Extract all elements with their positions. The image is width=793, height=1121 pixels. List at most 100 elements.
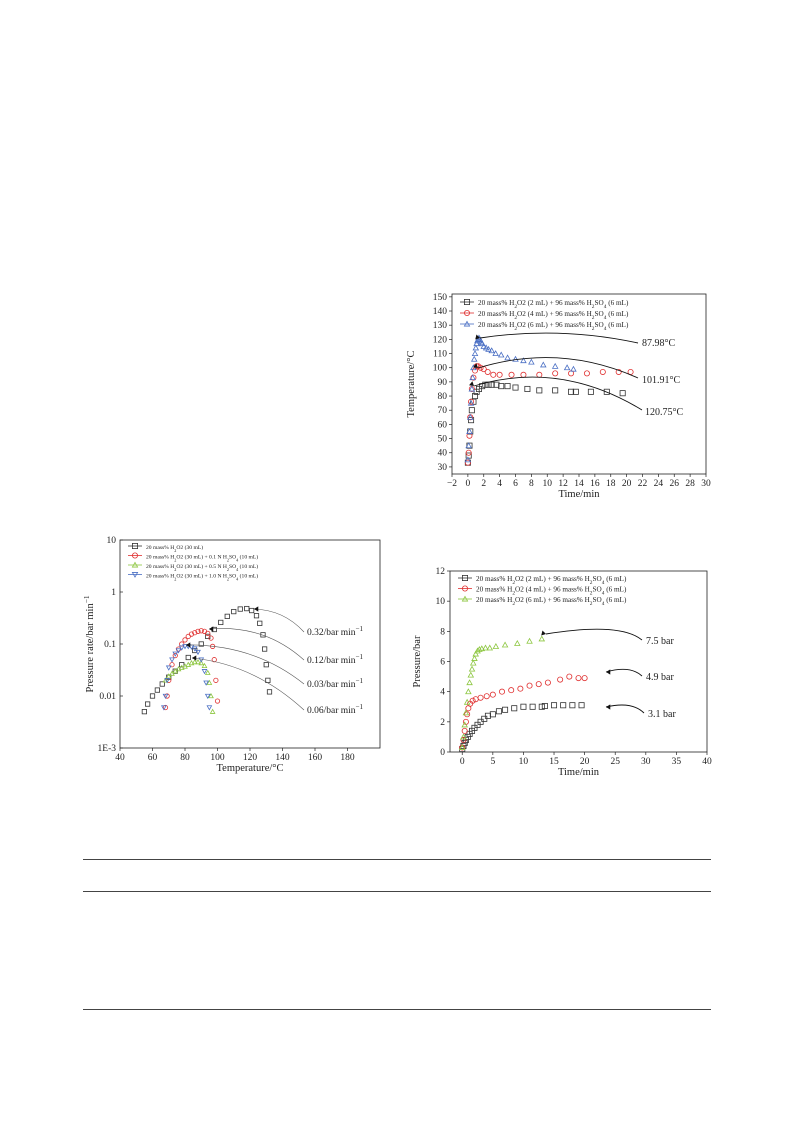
- y-tick-label: 40: [438, 449, 448, 459]
- y-tick-label: 0.01: [99, 692, 116, 702]
- x-tick-label: 30: [701, 479, 711, 489]
- data-point: [162, 704, 169, 711]
- data-point: [563, 364, 571, 371]
- data-point: [551, 362, 559, 369]
- data-point: [472, 696, 479, 703]
- x-tick-label: 100: [210, 753, 225, 763]
- data-point: [472, 393, 479, 400]
- annotation-label: 3.1 bar: [648, 709, 676, 720]
- y-tick-label: 70: [438, 406, 448, 416]
- data-point: [504, 354, 511, 361]
- data-point: [209, 708, 216, 714]
- data-point: [462, 709, 470, 716]
- data-point: [486, 644, 494, 651]
- data-point: [461, 727, 468, 734]
- x-tick-label: −2: [447, 479, 457, 489]
- data-point: [198, 660, 205, 666]
- x-axis-label: Time/min: [558, 767, 600, 778]
- data-point: [497, 351, 505, 358]
- legend-label-4: 20 mass% H2O2 (30 mL) + 1.0 N H2SO4 (10 …: [146, 573, 258, 582]
- legend-label-2: 20 mass% H2O2 (4 mL) + 96 mass% H2SO4 (6…: [476, 586, 627, 597]
- data-point: [552, 370, 559, 377]
- annotation-arrow: [605, 668, 643, 677]
- x-tick-label: 0: [466, 479, 471, 489]
- x-tick-label: 22: [638, 479, 648, 489]
- annotations: 0.32/bar min−1 0.12/bar min−1 0.03/bar min…: [185, 606, 364, 716]
- data-point: [195, 628, 201, 634]
- data-point: [206, 679, 213, 685]
- data-point: [568, 388, 575, 395]
- y-tick-label: 1E-3: [98, 744, 117, 754]
- data-point: [538, 635, 546, 642]
- data-point: [512, 355, 519, 362]
- data-point: [469, 374, 476, 381]
- data-point: [205, 630, 211, 636]
- data-point: [466, 679, 473, 686]
- chart-pressure-vs-time: 0 5 10 15 20 25 30 35 40 0 2 4 6 8 10 12 Time/min Pressur…: [412, 567, 712, 778]
- data-point: [615, 368, 622, 375]
- y-tick-label: 6: [440, 658, 445, 668]
- data-point: [213, 677, 219, 683]
- data-point: [540, 361, 547, 368]
- data-point: [458, 744, 466, 750]
- legend-marker: [464, 298, 471, 305]
- data-point: [471, 655, 478, 661]
- x-tick-label: 16: [590, 479, 600, 489]
- y-tick-label: 30: [438, 463, 448, 473]
- y-tick-label: 110: [433, 350, 447, 360]
- legend-label-3: 20 mass% H2O2 (6 mL) + 96 mass% H2SO4 (6…: [476, 596, 627, 607]
- legend-marker: [461, 595, 469, 602]
- annotation-label: 4.9 bar: [646, 672, 674, 683]
- y-tick-label: 2: [440, 718, 445, 728]
- data-point: [488, 381, 495, 388]
- data-point: [472, 344, 480, 351]
- y-tick-label: 1: [111, 588, 116, 598]
- data-point: [266, 689, 273, 695]
- annotation-arrow: [479, 332, 639, 344]
- data-point: [467, 671, 475, 678]
- data-point: [476, 646, 483, 652]
- data-point: [536, 387, 543, 394]
- data-point: [260, 632, 266, 638]
- data-point: [469, 697, 476, 704]
- data-point: [154, 687, 160, 693]
- x-tick-label: 24: [654, 479, 664, 489]
- data-point: [262, 646, 268, 652]
- y-axis-label: Temperature/°C: [406, 350, 417, 417]
- legend-label-2: 20 mass% H2O2 (4 mL) + 96 mass% H2SO4 (6…: [478, 310, 629, 321]
- y-tick-label: 90: [438, 378, 448, 388]
- data-point: [466, 413, 474, 420]
- data-point: [214, 698, 221, 704]
- x-tick-label: 20: [622, 479, 632, 489]
- data-point: [619, 390, 626, 397]
- data-point: [188, 631, 195, 637]
- series-2: [459, 673, 588, 751]
- annotation-label: 7.5 bar: [646, 636, 674, 647]
- x-tick-label: 0: [460, 757, 465, 767]
- y-tick-label: 10: [107, 536, 117, 546]
- data-point: [512, 384, 519, 391]
- data-point: [178, 645, 185, 651]
- annotation-label: 0.06/bar min−1: [307, 703, 364, 716]
- data-point: [581, 675, 588, 682]
- x-tick-label: 35: [672, 757, 682, 767]
- data-point: [465, 688, 472, 695]
- annotation-label: 120.75°C: [645, 407, 683, 418]
- data-point: [473, 340, 480, 347]
- x-tick-label: 10: [543, 479, 553, 489]
- chart-temperature-vs-time: −2 0 2 4 6 8 10 12 14 16 18 20 22 24 26 28 3030405060708…: [406, 293, 711, 500]
- arrow-head: [186, 642, 191, 648]
- y-tick-label: 0: [440, 748, 445, 758]
- data-point: [493, 381, 500, 388]
- data-point: [464, 459, 471, 466]
- data-point: [557, 676, 564, 683]
- data-point: [541, 702, 548, 709]
- x-tick-label: 30: [641, 757, 651, 767]
- y-tick-label: 80: [438, 392, 448, 402]
- data-point: [188, 660, 195, 666]
- data-point: [249, 607, 255, 614]
- data-point: [464, 456, 472, 463]
- data-point: [145, 701, 151, 707]
- data-point: [504, 383, 511, 390]
- chart-pressure-rate-vs-temperature: 40 60 80 100 120 140 160 180 1E-3 0.01 0.1 1 10 Tempe…: [82, 536, 381, 774]
